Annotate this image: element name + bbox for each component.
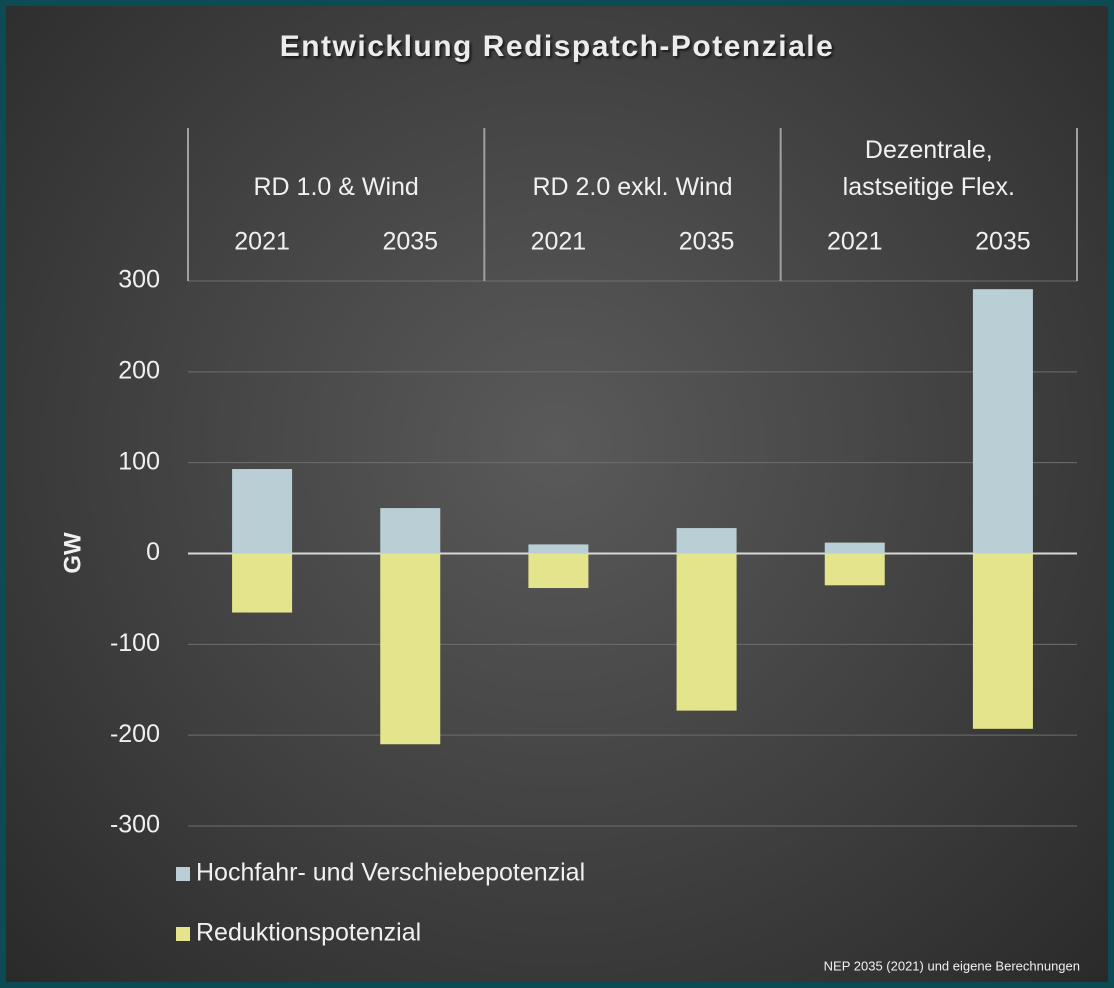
- y-tick-label: 100: [118, 447, 160, 475]
- x-tick-label: 2035: [382, 228, 438, 256]
- bar: [972, 553, 1033, 729]
- x-tick-label: 2035: [975, 228, 1031, 256]
- bar: [824, 553, 885, 586]
- group-label: Dezentrale, lastseitige Flex.: [842, 136, 1015, 201]
- source-note: NEP 2035 (2021) und eigene Berechnungen: [824, 958, 1080, 973]
- bar: [528, 544, 589, 554]
- chart-background: [6, 6, 1108, 982]
- bar: [232, 553, 293, 613]
- y-tick-label: -300: [110, 811, 160, 839]
- legend-label: Hochfahr- und Verschiebepotenzial: [196, 859, 585, 887]
- bar: [380, 553, 441, 745]
- bar: [528, 553, 589, 589]
- bar: [972, 289, 1033, 554]
- legend-label: Reduktionspotenzial: [196, 919, 421, 947]
- y-axis-label: GW: [59, 532, 86, 574]
- group-label: RD 1.0 & Wind: [253, 173, 419, 201]
- bar: [232, 469, 293, 554]
- y-tick-label: 300: [118, 266, 160, 294]
- bar: [824, 542, 885, 554]
- bar: [380, 508, 441, 554]
- legend-swatch: [176, 867, 190, 881]
- chart-title: Entwicklung Redispatch-Potenziale: [280, 30, 835, 63]
- y-tick-label: -100: [110, 629, 160, 657]
- x-tick-label: 2035: [679, 228, 735, 256]
- x-tick-label: 2021: [234, 228, 290, 256]
- y-tick-label: 0: [146, 538, 160, 566]
- y-tick-label: -200: [110, 720, 160, 748]
- bar: [676, 528, 737, 554]
- x-tick-label: 2021: [827, 228, 883, 256]
- group-label: RD 2.0 exkl. Wind: [532, 173, 733, 201]
- bar: [676, 553, 737, 711]
- legend-swatch: [176, 927, 190, 941]
- x-tick-label: 2021: [531, 228, 587, 256]
- y-tick-label: 200: [118, 356, 160, 384]
